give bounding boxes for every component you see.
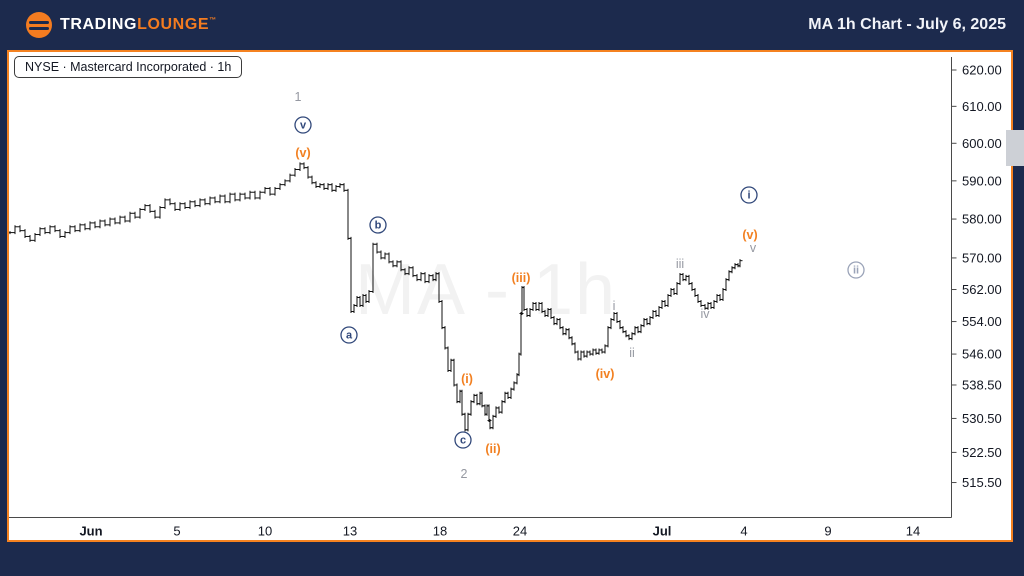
- wave-label-circle: [740, 186, 758, 204]
- wave-label: ii: [853, 265, 859, 277]
- y-axis-label: 522.50: [962, 445, 1002, 460]
- symbol-legend: NYSE · Mastercard Incorporated · 1h: [14, 56, 243, 78]
- trademark-symbol: ™: [209, 17, 217, 24]
- x-axis-label: Jul: [653, 524, 672, 539]
- wave-label: 2: [461, 467, 468, 481]
- wave-label: (iv): [596, 367, 615, 381]
- y-axis-label: 620.00: [962, 63, 1002, 78]
- y-axis-label: 515.50: [962, 475, 1002, 490]
- y-axis-label: 530.50: [962, 411, 1002, 426]
- wave-label: i: [613, 299, 616, 313]
- brand-logo: TRADING LOUNGE ™: [0, 12, 217, 38]
- wave-label: v: [300, 120, 307, 132]
- y-axis-label: 538.50: [962, 377, 1002, 392]
- brand-trading: TRADING: [60, 16, 138, 33]
- brand-wordmark: TRADING LOUNGE ™: [60, 16, 217, 34]
- y-axis-label: 580.00: [962, 212, 1002, 227]
- wave-label: (iii): [512, 271, 531, 285]
- x-axis-label: 4: [740, 524, 747, 539]
- wave-label: (v): [742, 228, 757, 242]
- wave-label: i: [747, 190, 750, 202]
- page-title: MA 1h Chart - July 6, 2025: [808, 16, 1006, 33]
- wave-label: iv: [700, 307, 710, 321]
- tradinglounge-icon: [26, 12, 52, 38]
- x-axis-label: 9: [824, 524, 831, 539]
- chart-watermark: MA - 1h: [355, 250, 618, 330]
- x-axis-label: 14: [906, 524, 920, 539]
- wave-label: c: [460, 435, 466, 447]
- brand-lounge: LOUNGE: [137, 16, 210, 33]
- chart-panel: NYSE · Mastercard Incorporated · 1h MA -…: [7, 50, 1013, 542]
- y-axis-label: 546.00: [962, 347, 1002, 362]
- x-axis-label: 10: [258, 524, 272, 539]
- x-axis-label: 18: [433, 524, 447, 539]
- x-axis-label: 24: [513, 524, 527, 539]
- wave-label: iii: [676, 257, 684, 271]
- wave-label-circle: [294, 116, 312, 134]
- wave-label: (v): [295, 146, 310, 160]
- scrollbar-thumb[interactable]: [1006, 130, 1024, 166]
- wave-label: a: [346, 330, 353, 342]
- y-axis-label: 570.00: [962, 250, 1002, 265]
- wave-label-circle: [847, 261, 865, 279]
- wave-label: (i): [461, 372, 473, 386]
- wave-label: (ii): [485, 442, 500, 456]
- x-axis-label: 5: [173, 524, 180, 539]
- y-axis-label: 562.00: [962, 282, 1002, 297]
- wave-label: v: [750, 241, 757, 255]
- price-chart: 620.00 610.00 600.00 590.00 580.00 570.00 562.…: [9, 57, 1002, 539]
- x-axis-label: 13: [343, 524, 357, 539]
- wave-label: ii: [629, 346, 635, 360]
- wave-label-circle: [340, 326, 358, 344]
- header-bar: TRADING LOUNGE ™ MA 1h Chart - July 6, 202…: [0, 0, 1024, 50]
- y-axis-label: 610.00: [962, 99, 1002, 114]
- y-axis-label: 600.00: [962, 136, 1002, 151]
- wave-label-circle: [454, 431, 472, 449]
- x-axis-label: Jun: [79, 524, 102, 539]
- y-axis-label: 554.00: [962, 314, 1002, 329]
- y-axis-label: 590.00: [962, 173, 1002, 188]
- wave-label: b: [375, 220, 382, 232]
- wave-label-circle: [369, 216, 387, 234]
- wave-label: 1: [295, 90, 302, 104]
